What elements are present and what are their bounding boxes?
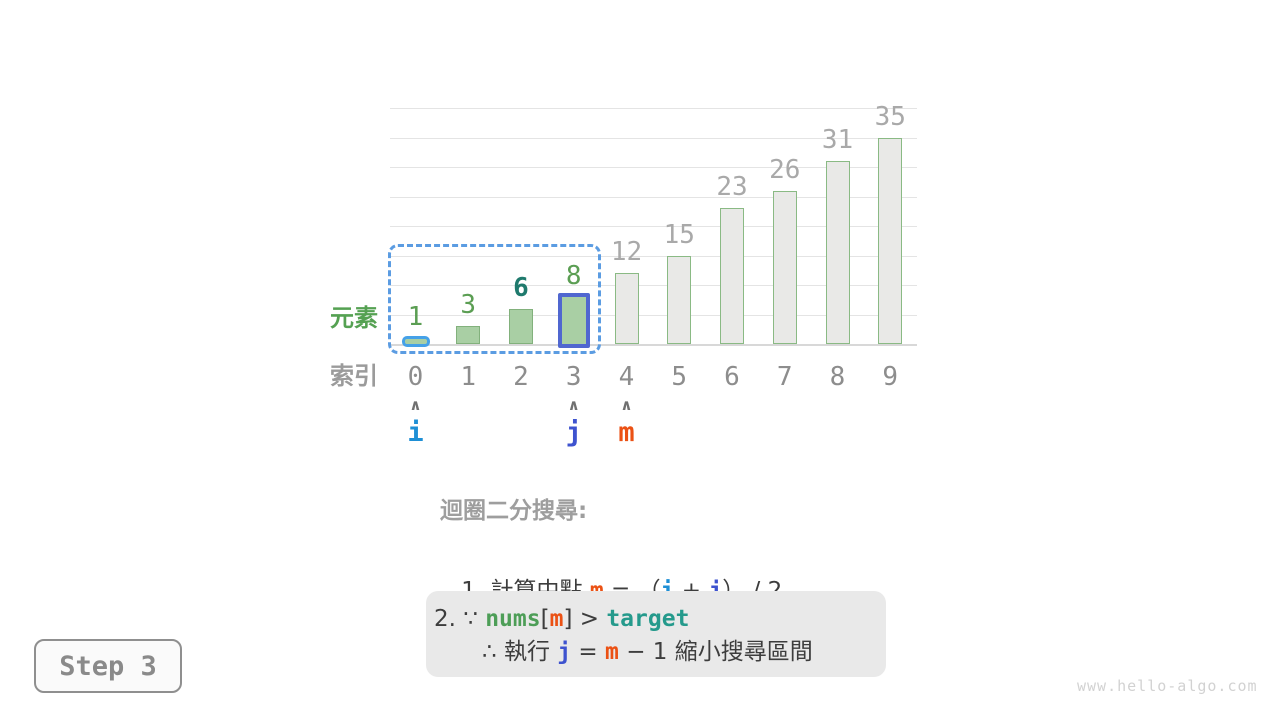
pointer-label-m: m [618,417,635,448]
search-range-box [388,244,601,354]
step2-line1: 2. ∵ nums[m] > target [434,603,886,636]
step2b-var-j: j [557,639,572,665]
bar [825,161,850,344]
bar-value-label: 23 [716,172,748,203]
index-label: 5 [671,362,688,392]
step2-var-m: m [549,606,564,632]
bar-value-label: 6 [513,272,529,303]
gridline [390,167,917,168]
gridline [390,255,917,257]
bar-i-highlight [401,336,430,347]
bar-value-label: 15 [663,219,695,250]
bar-value-label: 1 [407,302,424,333]
step2-target: target [606,606,690,632]
index-label: 9 [882,362,899,392]
pointer-label-i: i [407,417,424,448]
step2b-one: 1 [652,639,668,665]
caption-step2-box: 2. ∵ nums[m] > target ∴ 執行 j = m − 1 縮小搜… [426,591,886,677]
bar [509,308,533,344]
bar [772,190,797,344]
index-label: 7 [776,362,793,392]
index-label: 1 [460,362,477,392]
step-badge: Step 3 [34,639,182,693]
pointer-caret-m: ∧ [620,396,633,414]
gridline [390,226,917,227]
step2b-var-m: m [605,639,619,665]
step2b-eq: = [571,639,606,665]
gridline [390,285,917,286]
bar [878,137,903,344]
x-axis-baseline [390,344,917,346]
bar-value-label: 31 [821,125,854,156]
bar [667,255,692,344]
index-label: 8 [829,362,846,392]
step2-prefix: 2. ∵ [434,606,486,632]
bar-j-highlight [557,292,590,348]
step2-open-bracket: [ [540,606,550,632]
step2b-minus: − [618,639,653,665]
bar-value-label: 8 [565,260,582,291]
caption-title: 迴圈二分搜尋: [440,498,588,524]
step2b-prefix: ∴ 執行 [482,639,558,665]
bar-value-label: 12 [610,237,643,268]
bar-value-label: 26 [769,154,801,185]
step2-nums: nums [485,606,541,632]
bar-value-label: 35 [874,101,906,132]
step-badge-label: Step 3 [59,650,157,682]
gridline [390,108,917,109]
index-label: 6 [724,362,740,392]
gridline [390,196,917,198]
bar [720,208,744,344]
element-row-label: 元素 [330,304,378,332]
index-label: 2 [513,362,529,392]
pointer-caret-j: ∧ [567,396,580,414]
bar-value-label: 3 [460,290,477,321]
step2-close-bracket: ] [563,606,573,632]
pointer-label-j: j [565,417,582,448]
bar [456,326,481,344]
index-label: 0 [407,362,424,392]
pointer-caret-i: ∧ [409,396,422,414]
index-label: 4 [618,362,635,392]
gridline [390,314,917,316]
step2-line2: ∴ 執行 j = m − 1 縮小搜尋區間 [482,636,886,669]
step2b-suffix: 縮小搜尋區間 [667,639,813,665]
bar [614,273,639,344]
watermark: www.hello-algo.com [1077,677,1258,695]
step2-gt: > [572,606,607,632]
index-label: 3 [565,362,582,392]
index-row-label: 索引 [330,362,378,390]
gridline [390,137,917,139]
